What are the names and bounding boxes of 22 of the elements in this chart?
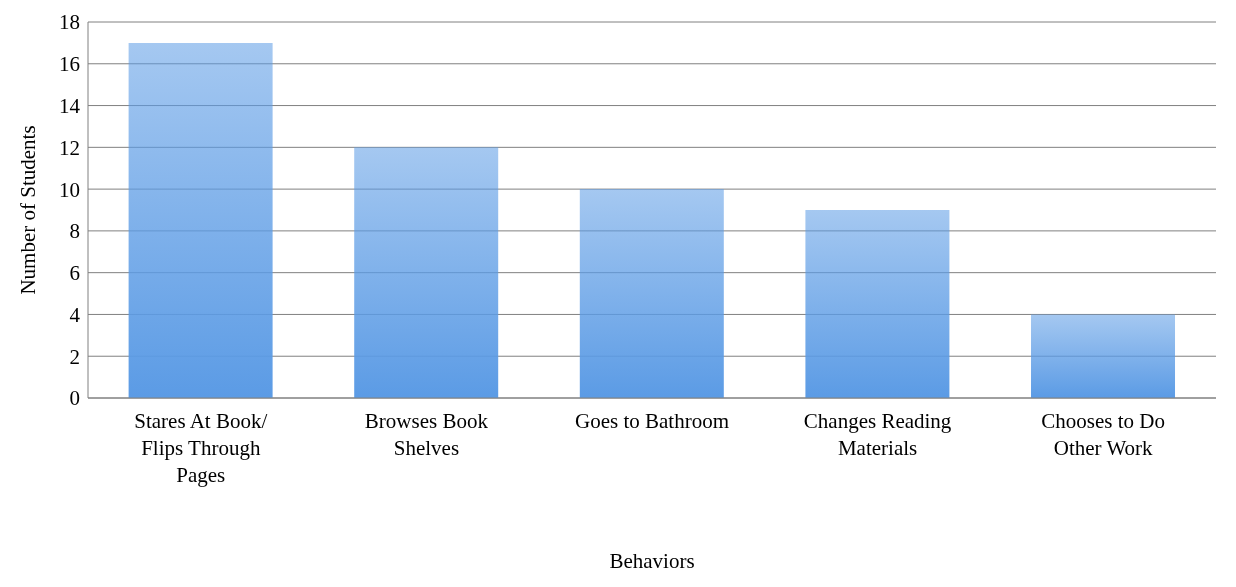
bar: [354, 147, 499, 398]
y-tick-label: 14: [59, 94, 81, 119]
y-tick-label: 10: [59, 177, 80, 202]
bar: [128, 42, 273, 398]
x-tick-label: Goes to Bathroom: [575, 409, 729, 433]
y-tick-label: 6: [69, 261, 80, 286]
bar: [805, 210, 950, 398]
y-tick-label: 16: [59, 52, 80, 77]
y-tick-label: 12: [59, 135, 80, 160]
y-tick-label: 8: [69, 219, 80, 244]
x-axis-title: Behaviors: [609, 549, 695, 573]
x-tick-label: Stares At Book/ Flips Through Pages: [134, 409, 268, 487]
y-tick-label: 18: [59, 10, 80, 35]
y-tick-label: 2: [69, 344, 80, 369]
y-axis-title: Number of Students: [16, 125, 41, 295]
bar: [579, 189, 724, 398]
x-tick-label: Changes Reading Materials: [803, 409, 952, 460]
bar: [1031, 314, 1176, 398]
y-tick-label: 4: [69, 302, 81, 327]
x-tick-label: Chooses to Do Other Work: [1041, 409, 1166, 460]
y-tick-label: 0: [69, 386, 80, 411]
x-tick-label: Browses Book Shelves: [364, 409, 489, 460]
